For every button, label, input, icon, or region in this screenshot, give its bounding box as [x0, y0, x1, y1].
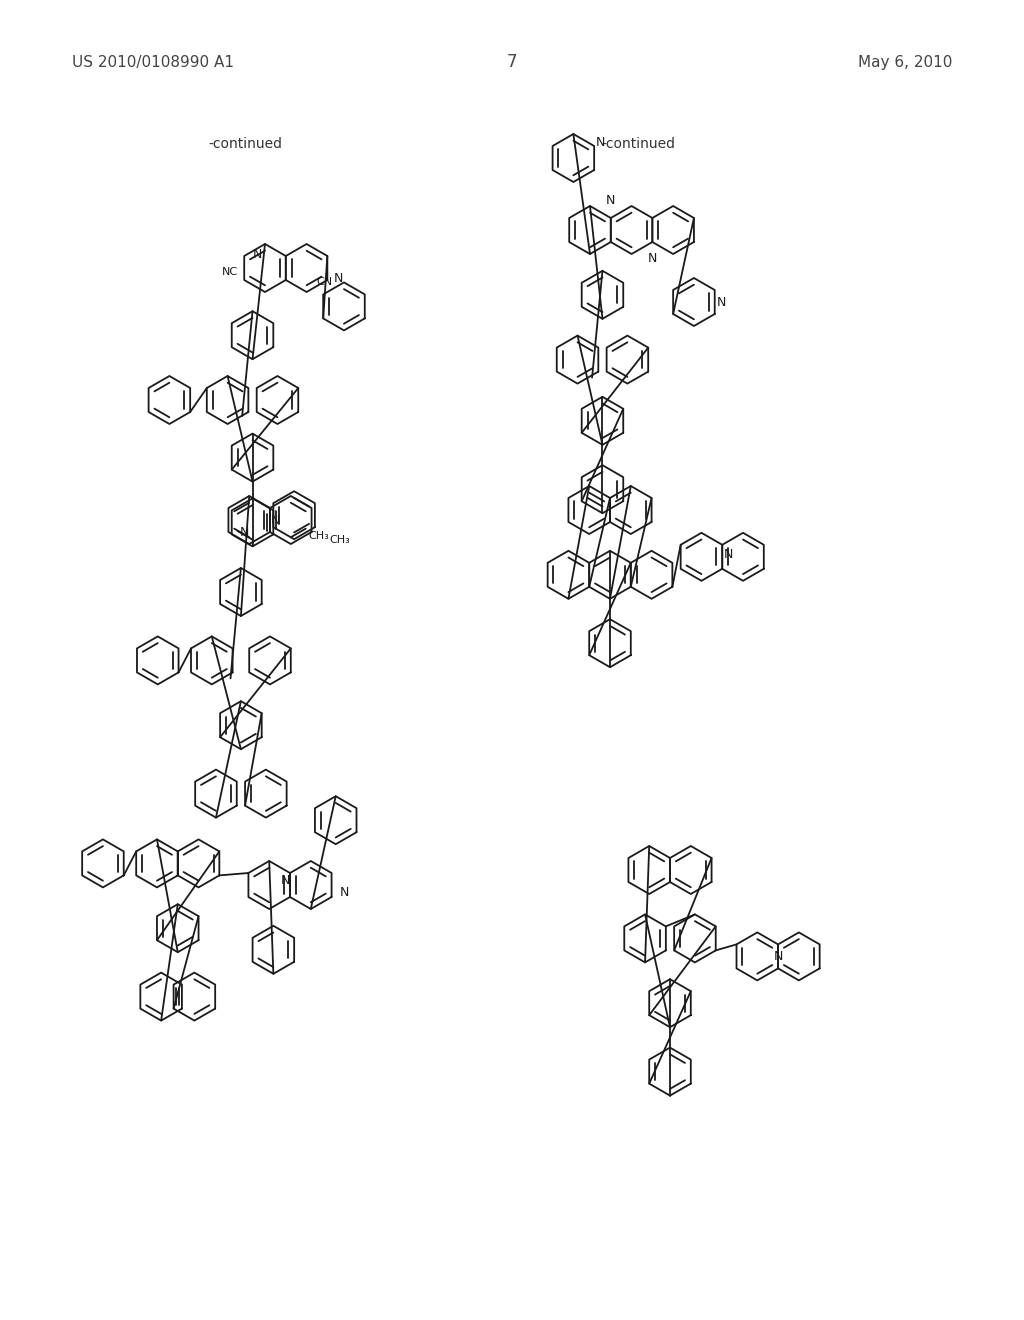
- Text: CH₃: CH₃: [330, 535, 350, 545]
- Text: N: N: [240, 525, 249, 539]
- Text: N: N: [606, 194, 615, 207]
- Text: N: N: [334, 272, 343, 285]
- Text: CH₃: CH₃: [309, 531, 330, 541]
- Text: N: N: [724, 548, 733, 561]
- Text: US 2010/0108990 A1: US 2010/0108990 A1: [72, 54, 234, 70]
- Text: -continued: -continued: [208, 137, 282, 150]
- Text: N: N: [717, 296, 726, 309]
- Text: -continued: -continued: [601, 137, 675, 150]
- Text: NC: NC: [222, 267, 239, 277]
- Text: N: N: [270, 513, 280, 527]
- Text: CN: CN: [316, 277, 333, 286]
- Text: N: N: [773, 950, 782, 962]
- Text: 7: 7: [507, 53, 517, 71]
- Text: N: N: [281, 874, 290, 887]
- Text: N: N: [340, 886, 349, 899]
- Text: N: N: [647, 252, 657, 265]
- Text: May 6, 2010: May 6, 2010: [858, 54, 952, 70]
- Text: N: N: [252, 248, 262, 261]
- Text: N: N: [596, 136, 605, 149]
